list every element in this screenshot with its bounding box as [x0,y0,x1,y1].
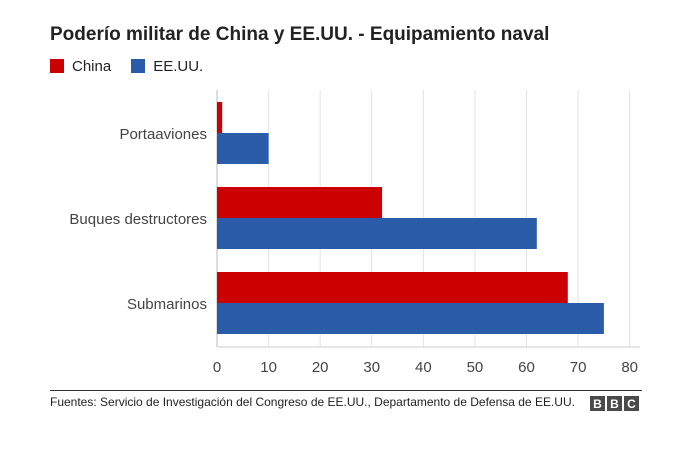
category-label: Submarinos [127,296,207,313]
bar [217,218,537,249]
legend-item-eeuu: EE.UU. [131,58,203,75]
bbc-logo-letter: B [590,396,605,411]
chart-legend: China EE.UU. [50,56,223,76]
x-tick-label: 10 [260,359,277,376]
x-tick-label: 0 [213,359,221,376]
x-tick-label: 40 [415,359,432,376]
x-tick-label: 70 [570,359,587,376]
legend-swatch-china [50,59,64,73]
x-tick-label: 80 [621,359,638,376]
bbc-logo: B B C [590,396,639,411]
x-tick-label: 30 [363,359,380,376]
x-tick-label: 20 [312,359,329,376]
category-label: Portaaviones [119,126,207,143]
bar [217,303,604,334]
legend-swatch-eeuu [131,59,146,73]
chart-title: Poderío militar de China y EE.UU. - Equi… [50,24,550,45]
bbc-logo-letter: C [624,396,639,411]
source-note: Fuentes: Servicio de Investigación del C… [50,395,575,409]
bar [217,133,269,164]
bar [217,272,568,303]
category-label: Buques destructores [69,211,207,228]
footer-divider [50,390,642,391]
bar [217,102,223,133]
bar [217,187,383,218]
bbc-logo-letter: B [607,396,622,411]
legend-item-china: China [50,58,111,75]
legend-label-eeuu: EE.UU. [153,57,204,75]
x-tick-label: 60 [518,359,535,376]
legend-label-china: China [72,57,112,75]
x-tick-label: 50 [467,359,484,376]
